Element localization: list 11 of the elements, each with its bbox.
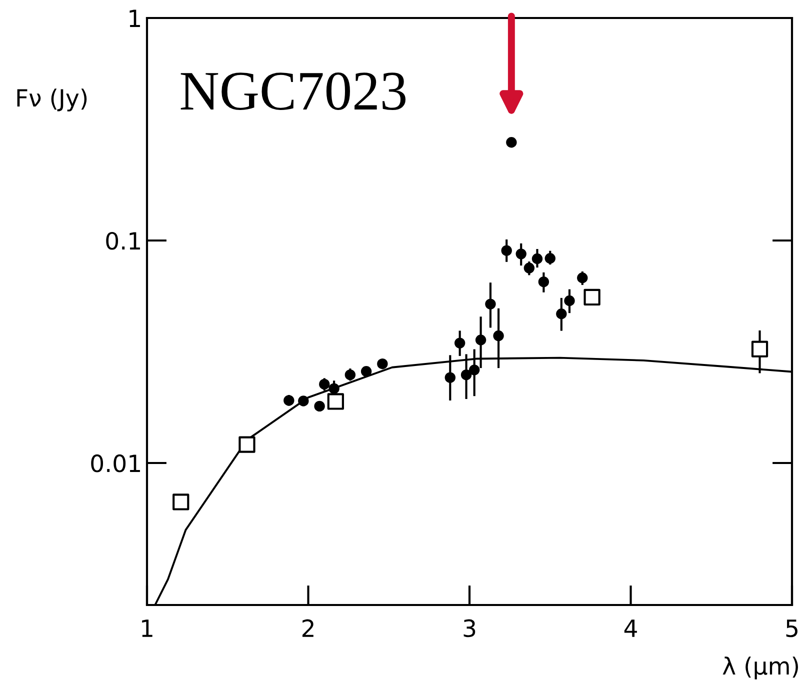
x-tick-label: 5 (786, 620, 798, 638)
x-tick-label: 1 (142, 620, 152, 637)
x-axis-title: λ (μm) (722, 656, 798, 680)
y-axis-title: Fν (Jy) (17, 88, 87, 112)
x-tick-label: 4 (624, 620, 637, 637)
text: NGC7023 (180, 72, 406, 110)
y-tick-label: 0.1 (106, 232, 140, 250)
x-tick-label: 3 (464, 619, 476, 638)
x-tick-label: 2 (302, 619, 314, 637)
y-tick-label: 1 (130, 10, 140, 27)
y-tick-label: 0.01 (91, 454, 140, 472)
